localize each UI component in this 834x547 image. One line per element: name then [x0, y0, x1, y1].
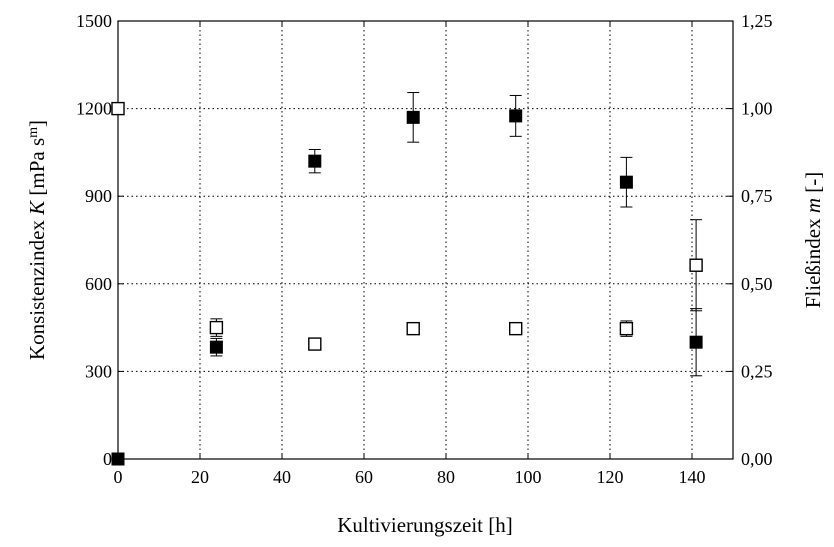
y-left-axis-label: Konsistenzindex K [mPa sm] [25, 120, 49, 360]
x-tick-label: 0 [114, 467, 123, 487]
y-right-tick-label: 0,25 [741, 361, 773, 381]
x-axis-label: Kultivierungszeit [h] [337, 513, 513, 537]
y-left-tick-label: 1200 [76, 99, 112, 119]
y-right-tick-label: 0,75 [741, 186, 773, 206]
x-tick-label: 100 [515, 467, 542, 487]
data-point-filled [509, 109, 523, 123]
y-left-tick-label: 0 [103, 449, 112, 469]
x-tick-labels: 0 20 40 60 80 100 120 140 [114, 467, 706, 487]
y-right-axis-label: Fließindex m [-] [801, 172, 825, 308]
x-tick-label: 80 [437, 467, 455, 487]
data-point-filled [308, 154, 322, 168]
series-marks [111, 92, 703, 466]
data-point-open [111, 101, 125, 116]
y-right-tick-labels: 0,00 0,25 0,50 0,75 1,00 1,25 [741, 11, 773, 469]
y-left-tick-label: 1500 [76, 11, 112, 31]
y-right-tick-label: 0,50 [741, 274, 773, 294]
data-point-open [308, 337, 322, 351]
grid-lines [118, 21, 733, 459]
y-left-tick-labels: 0 300 600 900 1200 1500 [76, 11, 112, 469]
y-right-tick-label: 1,00 [741, 99, 773, 119]
data-point-open [619, 321, 634, 336]
y-left-tick-label: 600 [85, 274, 112, 294]
plot-frame [117, 20, 734, 460]
y-left-tick-label: 900 [85, 186, 112, 206]
data-point-filled [406, 110, 420, 124]
x-tick-label: 60 [355, 467, 373, 487]
y-right-tick-label: 1,25 [741, 11, 773, 31]
y-left-tick-label: 300 [85, 361, 112, 381]
x-tick-label: 120 [597, 467, 624, 487]
x-tick-label: 140 [679, 467, 706, 487]
data-point-open [509, 321, 523, 336]
data-point-open [209, 320, 224, 335]
data-point-open [406, 321, 420, 336]
ticks [117, 20, 733, 460]
x-tick-label: 20 [191, 467, 209, 487]
x-tick-label: 40 [273, 467, 291, 487]
data-point-open [689, 258, 703, 272]
data-point-filled [619, 175, 633, 189]
data-point-filled [209, 340, 223, 354]
data-point-filled [689, 335, 703, 349]
y-right-tick-label: 0,00 [741, 449, 773, 469]
data-point-filled [111, 452, 125, 466]
